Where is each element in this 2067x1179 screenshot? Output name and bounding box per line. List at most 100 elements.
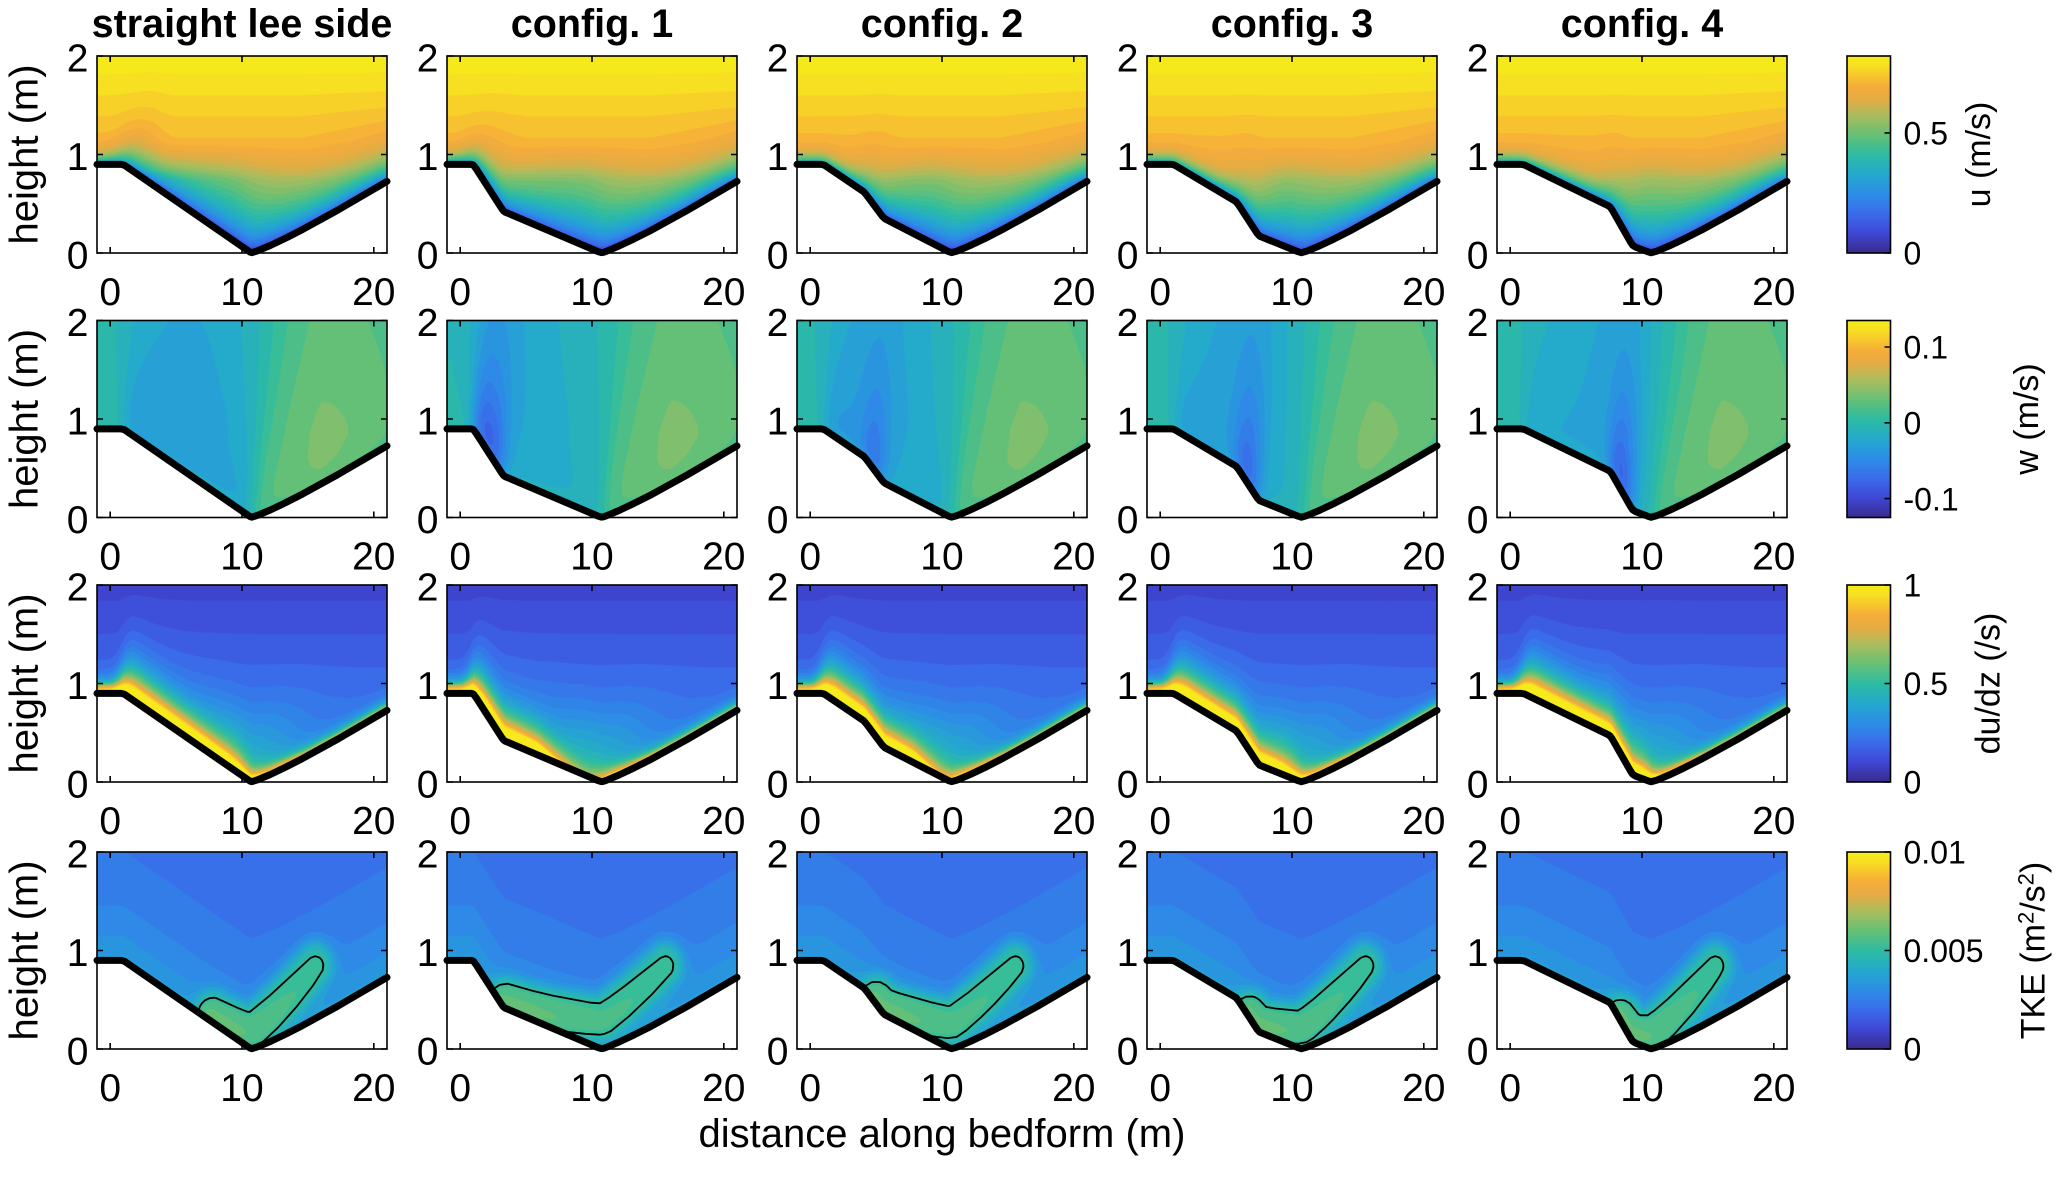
svg-text:TKE (m2/s2): TKE (m2/s2) bbox=[2013, 862, 2052, 1040]
svg-text:0: 0 bbox=[1904, 236, 1922, 272]
svg-text:10: 10 bbox=[570, 800, 613, 843]
svg-text:0: 0 bbox=[449, 536, 471, 579]
svg-text:0: 0 bbox=[67, 499, 89, 542]
svg-text:distance along bedform (m): distance along bedform (m) bbox=[699, 1112, 1186, 1156]
svg-text:1: 1 bbox=[1467, 665, 1489, 708]
svg-text:0: 0 bbox=[1904, 406, 1922, 442]
svg-text:0: 0 bbox=[417, 1031, 439, 1074]
svg-text:0: 0 bbox=[67, 1031, 89, 1074]
svg-text:0: 0 bbox=[799, 800, 821, 843]
svg-text:0: 0 bbox=[767, 1031, 789, 1074]
svg-text:1: 1 bbox=[1904, 568, 1922, 604]
svg-text:0: 0 bbox=[99, 800, 121, 843]
svg-text:1: 1 bbox=[67, 401, 89, 444]
svg-text:0: 0 bbox=[449, 1067, 471, 1110]
svg-text:20: 20 bbox=[352, 1067, 395, 1110]
svg-text:2: 2 bbox=[767, 302, 789, 345]
svg-text:2: 2 bbox=[417, 302, 439, 345]
svg-text:2: 2 bbox=[67, 302, 89, 345]
svg-text:config. 3: config. 3 bbox=[1211, 2, 1373, 46]
svg-text:0: 0 bbox=[799, 1067, 821, 1110]
svg-text:0: 0 bbox=[1117, 235, 1139, 278]
svg-text:config. 1: config. 1 bbox=[511, 2, 673, 46]
svg-text:height (m): height (m) bbox=[2, 329, 46, 509]
svg-text:0: 0 bbox=[1117, 764, 1139, 807]
svg-text:2: 2 bbox=[1467, 302, 1489, 345]
svg-text:2: 2 bbox=[1467, 567, 1489, 610]
svg-text:straight lee side: straight lee side bbox=[92, 2, 393, 46]
svg-text:0.5: 0.5 bbox=[1904, 666, 1948, 702]
svg-text:2: 2 bbox=[1117, 302, 1139, 345]
svg-text:10: 10 bbox=[1270, 1067, 1313, 1110]
svg-text:0: 0 bbox=[1499, 1067, 1521, 1110]
svg-text:0: 0 bbox=[1499, 536, 1521, 579]
svg-text:0: 0 bbox=[449, 800, 471, 843]
svg-text:0: 0 bbox=[417, 499, 439, 542]
svg-text:w (m/s): w (m/s) bbox=[2008, 363, 2046, 475]
svg-text:2: 2 bbox=[417, 834, 439, 877]
svg-text:0: 0 bbox=[767, 764, 789, 807]
svg-text:2: 2 bbox=[767, 38, 789, 81]
svg-text:20: 20 bbox=[702, 271, 745, 314]
svg-text:0: 0 bbox=[1467, 1031, 1489, 1074]
svg-text:20: 20 bbox=[1752, 271, 1795, 314]
svg-text:1: 1 bbox=[767, 401, 789, 444]
svg-text:10: 10 bbox=[1620, 800, 1663, 843]
svg-text:0: 0 bbox=[1499, 271, 1521, 314]
svg-text:0: 0 bbox=[1467, 235, 1489, 278]
svg-text:2: 2 bbox=[417, 567, 439, 610]
svg-text:10: 10 bbox=[1270, 536, 1313, 579]
svg-text:10: 10 bbox=[1270, 800, 1313, 843]
svg-text:0.1: 0.1 bbox=[1904, 330, 1948, 366]
svg-text:0: 0 bbox=[1149, 800, 1171, 843]
svg-text:10: 10 bbox=[570, 1067, 613, 1110]
svg-text:20: 20 bbox=[1402, 271, 1445, 314]
svg-text:0: 0 bbox=[767, 235, 789, 278]
svg-text:20: 20 bbox=[1752, 1067, 1795, 1110]
svg-text:20: 20 bbox=[352, 536, 395, 579]
svg-text:10: 10 bbox=[570, 536, 613, 579]
svg-text:2: 2 bbox=[1117, 567, 1139, 610]
svg-text:height (m): height (m) bbox=[2, 64, 46, 244]
svg-text:20: 20 bbox=[1052, 271, 1095, 314]
svg-text:20: 20 bbox=[702, 1067, 745, 1110]
svg-text:0: 0 bbox=[1117, 1031, 1139, 1074]
svg-text:0: 0 bbox=[99, 536, 121, 579]
svg-text:0: 0 bbox=[1117, 499, 1139, 542]
svg-text:0: 0 bbox=[799, 271, 821, 314]
svg-text:0: 0 bbox=[1467, 764, 1489, 807]
svg-text:0.005: 0.005 bbox=[1904, 933, 1984, 969]
svg-text:1: 1 bbox=[1467, 401, 1489, 444]
svg-text:0: 0 bbox=[1904, 1032, 1922, 1068]
svg-text:20: 20 bbox=[1402, 800, 1445, 843]
svg-text:height (m): height (m) bbox=[2, 860, 46, 1040]
svg-text:2: 2 bbox=[67, 567, 89, 610]
svg-text:1: 1 bbox=[767, 932, 789, 975]
svg-text:0: 0 bbox=[1499, 800, 1521, 843]
svg-text:2: 2 bbox=[767, 567, 789, 610]
svg-text:config. 4: config. 4 bbox=[1561, 2, 1723, 46]
svg-text:2: 2 bbox=[1117, 38, 1139, 81]
svg-text:0: 0 bbox=[417, 764, 439, 807]
svg-text:-0.1: -0.1 bbox=[1904, 481, 1959, 517]
svg-text:1: 1 bbox=[1117, 665, 1139, 708]
svg-text:1: 1 bbox=[417, 401, 439, 444]
svg-text:1: 1 bbox=[1467, 136, 1489, 179]
svg-text:0: 0 bbox=[67, 235, 89, 278]
svg-text:10: 10 bbox=[1620, 271, 1663, 314]
svg-text:0: 0 bbox=[1149, 271, 1171, 314]
svg-text:config. 2: config. 2 bbox=[861, 2, 1023, 46]
svg-text:2: 2 bbox=[1467, 834, 1489, 877]
svg-text:20: 20 bbox=[1752, 800, 1795, 843]
svg-text:1: 1 bbox=[1117, 136, 1139, 179]
svg-text:0.5: 0.5 bbox=[1904, 116, 1948, 152]
svg-text:1: 1 bbox=[767, 136, 789, 179]
svg-text:1: 1 bbox=[67, 136, 89, 179]
svg-text:10: 10 bbox=[920, 536, 963, 579]
svg-text:2: 2 bbox=[417, 38, 439, 81]
svg-text:2: 2 bbox=[767, 834, 789, 877]
svg-text:10: 10 bbox=[1620, 536, 1663, 579]
svg-text:20: 20 bbox=[702, 800, 745, 843]
svg-text:10: 10 bbox=[220, 536, 263, 579]
svg-text:10: 10 bbox=[220, 271, 263, 314]
